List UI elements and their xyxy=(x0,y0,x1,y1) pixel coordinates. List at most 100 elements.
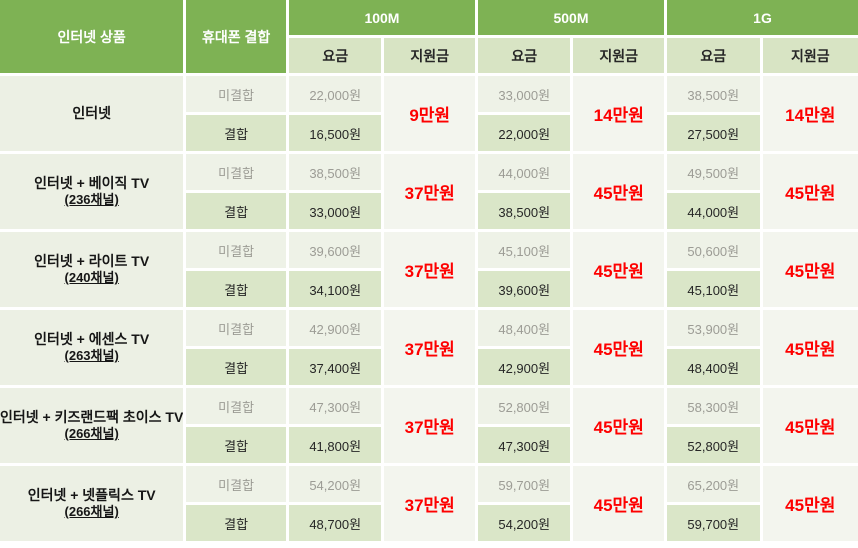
fee-1g-unbundled: 49,500원 xyxy=(667,154,760,190)
product-name: 인터넷 + 에센스 TV xyxy=(34,330,150,347)
fee-100m-bundled: 48,700원 xyxy=(288,505,382,541)
product-row-bundled: 결합 48,700원 54,200원 59,700원 xyxy=(0,505,858,541)
product-name-cell: 인터넷 xyxy=(0,76,184,151)
subsidy-100m: 37만원 xyxy=(384,466,475,541)
fee-500m-unbundled: 45,100원 xyxy=(477,232,571,268)
subheader-subsidy-100m: 지원금 xyxy=(384,38,475,73)
fee-500m-bundled: 22,000원 xyxy=(477,115,571,151)
subsidy-500m: 14만원 xyxy=(573,76,664,151)
product-channel-count: (263채널) xyxy=(64,348,119,364)
bundle-label-unbundled: 미결합 xyxy=(186,76,286,112)
product-row-unbundled: 인터넷 + 키즈랜드팩 초이스 TV (266채널) 미결합 47,300원 3… xyxy=(0,388,858,463)
fee-1g-bundled: 52,800원 xyxy=(667,427,760,463)
pricing-table-body: 인터넷 미결합 22,000원 9만원 33,000원 14만원 38,500원… xyxy=(0,76,858,541)
subsidy-1g: 45만원 xyxy=(762,310,858,385)
table-header: 인터넷 상품 휴대폰 결합 100M 500M 1G 요금 지원금 요금 지원금… xyxy=(0,0,858,73)
fee-1g-unbundled: 50,600원 xyxy=(667,232,760,268)
subsidy-500m: 45만원 xyxy=(573,310,664,385)
fee-500m-bundled: 42,900원 xyxy=(477,349,571,385)
product-name: 인터넷 xyxy=(72,104,111,121)
fee-1g-unbundled: 38,500원 xyxy=(667,76,760,112)
subsidy-100m: 37만원 xyxy=(384,232,475,307)
subsidy-1g: 14만원 xyxy=(762,76,858,151)
bundle-label-unbundled: 미결합 xyxy=(186,154,286,190)
product-channel-count: (266채널) xyxy=(64,504,119,520)
subsidy-100m: 37만원 xyxy=(384,388,475,463)
product-row-unbundled: 인터넷 + 라이트 TV (240채널) 미결합 39,600원 37만원 45… xyxy=(0,232,858,307)
subsidy-1g: 45만원 xyxy=(762,466,858,541)
header-speed-1g: 1G xyxy=(667,0,858,35)
bundle-label-bundled: 결합 xyxy=(186,505,286,541)
header-row-speeds: 인터넷 상품 휴대폰 결합 100M 500M 1G xyxy=(0,0,858,73)
product-channel-count: (240채널) xyxy=(64,270,119,286)
fee-500m-bundled: 39,600원 xyxy=(477,271,571,307)
fee-100m-unbundled: 42,900원 xyxy=(288,310,382,346)
product-row-bundled: 결합 34,100원 39,600원 45,100원 xyxy=(0,271,858,307)
subheader-fee-100m: 요금 xyxy=(288,38,382,73)
fee-1g-bundled: 27,500원 xyxy=(667,115,760,151)
product-row-unbundled: 인터넷 + 베이직 TV (236채널) 미결합 38,500원 37만원 44… xyxy=(0,154,858,229)
product-channel-count: (236채널) xyxy=(64,192,119,208)
fee-1g-unbundled: 65,200원 xyxy=(667,466,760,502)
subsidy-1g: 45만원 xyxy=(762,388,858,463)
product-channel-count: (266채널) xyxy=(64,426,119,442)
fee-500m-unbundled: 33,000원 xyxy=(477,76,571,112)
product-row-bundled: 결합 33,000원 38,500원 44,000원 xyxy=(0,193,858,229)
fee-500m-unbundled: 44,000원 xyxy=(477,154,571,190)
product-name-cell: 인터넷 + 에센스 TV (263채널) xyxy=(0,310,184,385)
fee-500m-bundled: 47,300원 xyxy=(477,427,571,463)
fee-1g-bundled: 45,100원 xyxy=(667,271,760,307)
header-row-fee-subsidy: 요금 지원금 요금 지원금 요금 지원금 xyxy=(0,38,858,73)
product-row-bundled: 결합 41,800원 47,300원 52,800원 xyxy=(0,427,858,463)
product-name: 인터넷 + 키즈랜드팩 초이스 TV xyxy=(0,408,184,425)
product-row-bundled: 결합 37,400원 42,900원 48,400원 xyxy=(0,349,858,385)
bundle-label-unbundled: 미결합 xyxy=(186,388,286,424)
fee-100m-unbundled: 38,500원 xyxy=(288,154,382,190)
product-row-unbundled: 인터넷 + 넷플릭스 TV (266채널) 미결합 54,200원 37만원 5… xyxy=(0,466,858,541)
bundle-label-bundled: 결합 xyxy=(186,271,286,307)
bundle-label-bundled: 결합 xyxy=(186,349,286,385)
fee-500m-bundled: 38,500원 xyxy=(477,193,571,229)
bundle-label-unbundled: 미결합 xyxy=(186,466,286,502)
fee-100m-bundled: 34,100원 xyxy=(288,271,382,307)
fee-1g-unbundled: 58,300원 xyxy=(667,388,760,424)
fee-100m-bundled: 41,800원 xyxy=(288,427,382,463)
fee-100m-bundled: 16,500원 xyxy=(288,115,382,151)
fee-100m-unbundled: 22,000원 xyxy=(288,76,382,112)
fee-100m-bundled: 37,400원 xyxy=(288,349,382,385)
fee-100m-unbundled: 39,600원 xyxy=(288,232,382,268)
product-name-cell: 인터넷 + 키즈랜드팩 초이스 TV (266채널) xyxy=(0,388,184,463)
subsidy-1g: 45만원 xyxy=(762,232,858,307)
header-speed-500m: 500M xyxy=(477,0,664,35)
fee-100m-unbundled: 54,200원 xyxy=(288,466,382,502)
header-internet-product: 인터넷 상품 xyxy=(0,0,184,73)
header-speed-100m: 100M xyxy=(288,0,475,35)
fee-500m-unbundled: 59,700원 xyxy=(477,466,571,502)
product-name-cell: 인터넷 + 베이직 TV (236채널) xyxy=(0,154,184,229)
subheader-subsidy-1g: 지원금 xyxy=(762,38,858,73)
product-name-cell: 인터넷 + 라이트 TV (240채널) xyxy=(0,232,184,307)
product-row-bundled: 결합 16,500원 22,000원 27,500원 xyxy=(0,115,858,151)
fee-100m-unbundled: 47,300원 xyxy=(288,388,382,424)
subheader-fee-1g: 요금 xyxy=(667,38,760,73)
subsidy-1g: 45만원 xyxy=(762,154,858,229)
product-name: 인터넷 + 넷플릭스 TV xyxy=(27,486,156,503)
subheader-fee-500m: 요금 xyxy=(477,38,571,73)
subheader-subsidy-500m: 지원금 xyxy=(573,38,664,73)
bundle-label-bundled: 결합 xyxy=(186,427,286,463)
bundle-label-unbundled: 미결합 xyxy=(186,310,286,346)
fee-1g-bundled: 59,700원 xyxy=(667,505,760,541)
fee-1g-bundled: 48,400원 xyxy=(667,349,760,385)
product-name-cell: 인터넷 + 넷플릭스 TV (266채널) xyxy=(0,466,184,541)
product-row-unbundled: 인터넷 + 에센스 TV (263채널) 미결합 42,900원 37만원 48… xyxy=(0,310,858,385)
subsidy-100m: 37만원 xyxy=(384,154,475,229)
product-row-unbundled: 인터넷 미결합 22,000원 9만원 33,000원 14만원 38,500원… xyxy=(0,76,858,151)
bundle-label-unbundled: 미결합 xyxy=(186,232,286,268)
subsidy-500m: 45만원 xyxy=(573,388,664,463)
fee-500m-bundled: 54,200원 xyxy=(477,505,571,541)
bundle-label-bundled: 결합 xyxy=(186,193,286,229)
fee-1g-bundled: 44,000원 xyxy=(667,193,760,229)
header-mobile-bundle: 휴대폰 결합 xyxy=(186,0,286,73)
